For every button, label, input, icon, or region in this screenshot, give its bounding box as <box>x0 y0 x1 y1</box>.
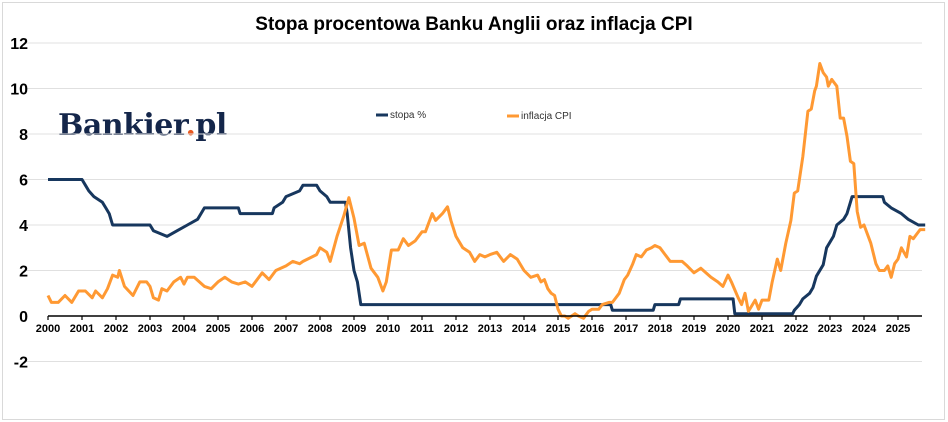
x-tick-label: 2003 <box>138 323 162 335</box>
x-tick-label: 2000 <box>36 323 60 335</box>
y-tick-label: -2 <box>14 355 28 372</box>
series-line-stopa <box>48 178 926 316</box>
y-tick-label: 12 <box>10 36 28 53</box>
x-tick-label: 2005 <box>206 323 230 335</box>
y-tick-label: 4 <box>19 218 28 235</box>
x-tick-label: 2023 <box>818 323 842 335</box>
chart-title: Stopa procentowa Banku Anglii oraz infla… <box>255 14 693 35</box>
legend: stopa % inflacja CPI <box>376 110 572 122</box>
y-axis-ticks: 12 10 8 6 4 2 0 -2 <box>10 36 28 372</box>
x-tick-label: 2020 <box>716 323 740 335</box>
x-axis: 2000 2001 2002 2003 2004 2005 2006 2007 2008 2009… <box>36 315 922 335</box>
logo-dot: . <box>185 108 196 143</box>
legend-label-inflacja: inflacja CPI <box>521 111 572 122</box>
series-line-inflacja <box>46 62 926 320</box>
gridlines <box>26 42 922 362</box>
x-tick-label: 2004 <box>172 323 197 335</box>
x-tick-label: 2017 <box>614 323 638 335</box>
x-tick-label: 2025 <box>886 323 910 335</box>
x-tick-label: 2018 <box>648 323 672 335</box>
x-tick-label: 2014 <box>512 323 537 335</box>
y-tick-label: 10 <box>10 82 28 99</box>
x-tick-label: 2001 <box>70 323 94 335</box>
x-tick-label: 2009 <box>342 323 366 335</box>
y-tick-label: 6 <box>19 173 28 190</box>
x-tick-label: 2019 <box>682 323 706 335</box>
bankier-logo: Bankier.pl <box>58 108 227 143</box>
y-tick-label: 2 <box>19 264 28 281</box>
x-tick-label: 2008 <box>308 323 332 335</box>
x-tick-label: 2010 <box>376 323 400 335</box>
x-tick-label: 2021 <box>750 323 774 335</box>
y-tick-label: 8 <box>19 127 28 144</box>
logo-text-tail: pl <box>195 108 227 143</box>
x-tick-label: 2016 <box>580 323 604 335</box>
y-tick-label: 0 <box>19 309 28 326</box>
series-lines <box>46 62 926 320</box>
x-tick-label: 2013 <box>478 323 502 335</box>
x-tick-label: 2024 <box>852 323 877 335</box>
x-tick-label: 2012 <box>444 323 468 335</box>
legend-label-stopa: stopa % <box>390 110 426 121</box>
x-tick-label: 2007 <box>274 323 298 335</box>
x-tick-label: 2011 <box>410 323 434 335</box>
x-tick-label: 2002 <box>104 323 128 335</box>
logo-text-main: Bankier <box>58 108 186 143</box>
x-tick-label: 2006 <box>240 323 264 335</box>
x-tick-label: 2022 <box>784 323 808 335</box>
x-tick-label: 2015 <box>546 323 570 335</box>
